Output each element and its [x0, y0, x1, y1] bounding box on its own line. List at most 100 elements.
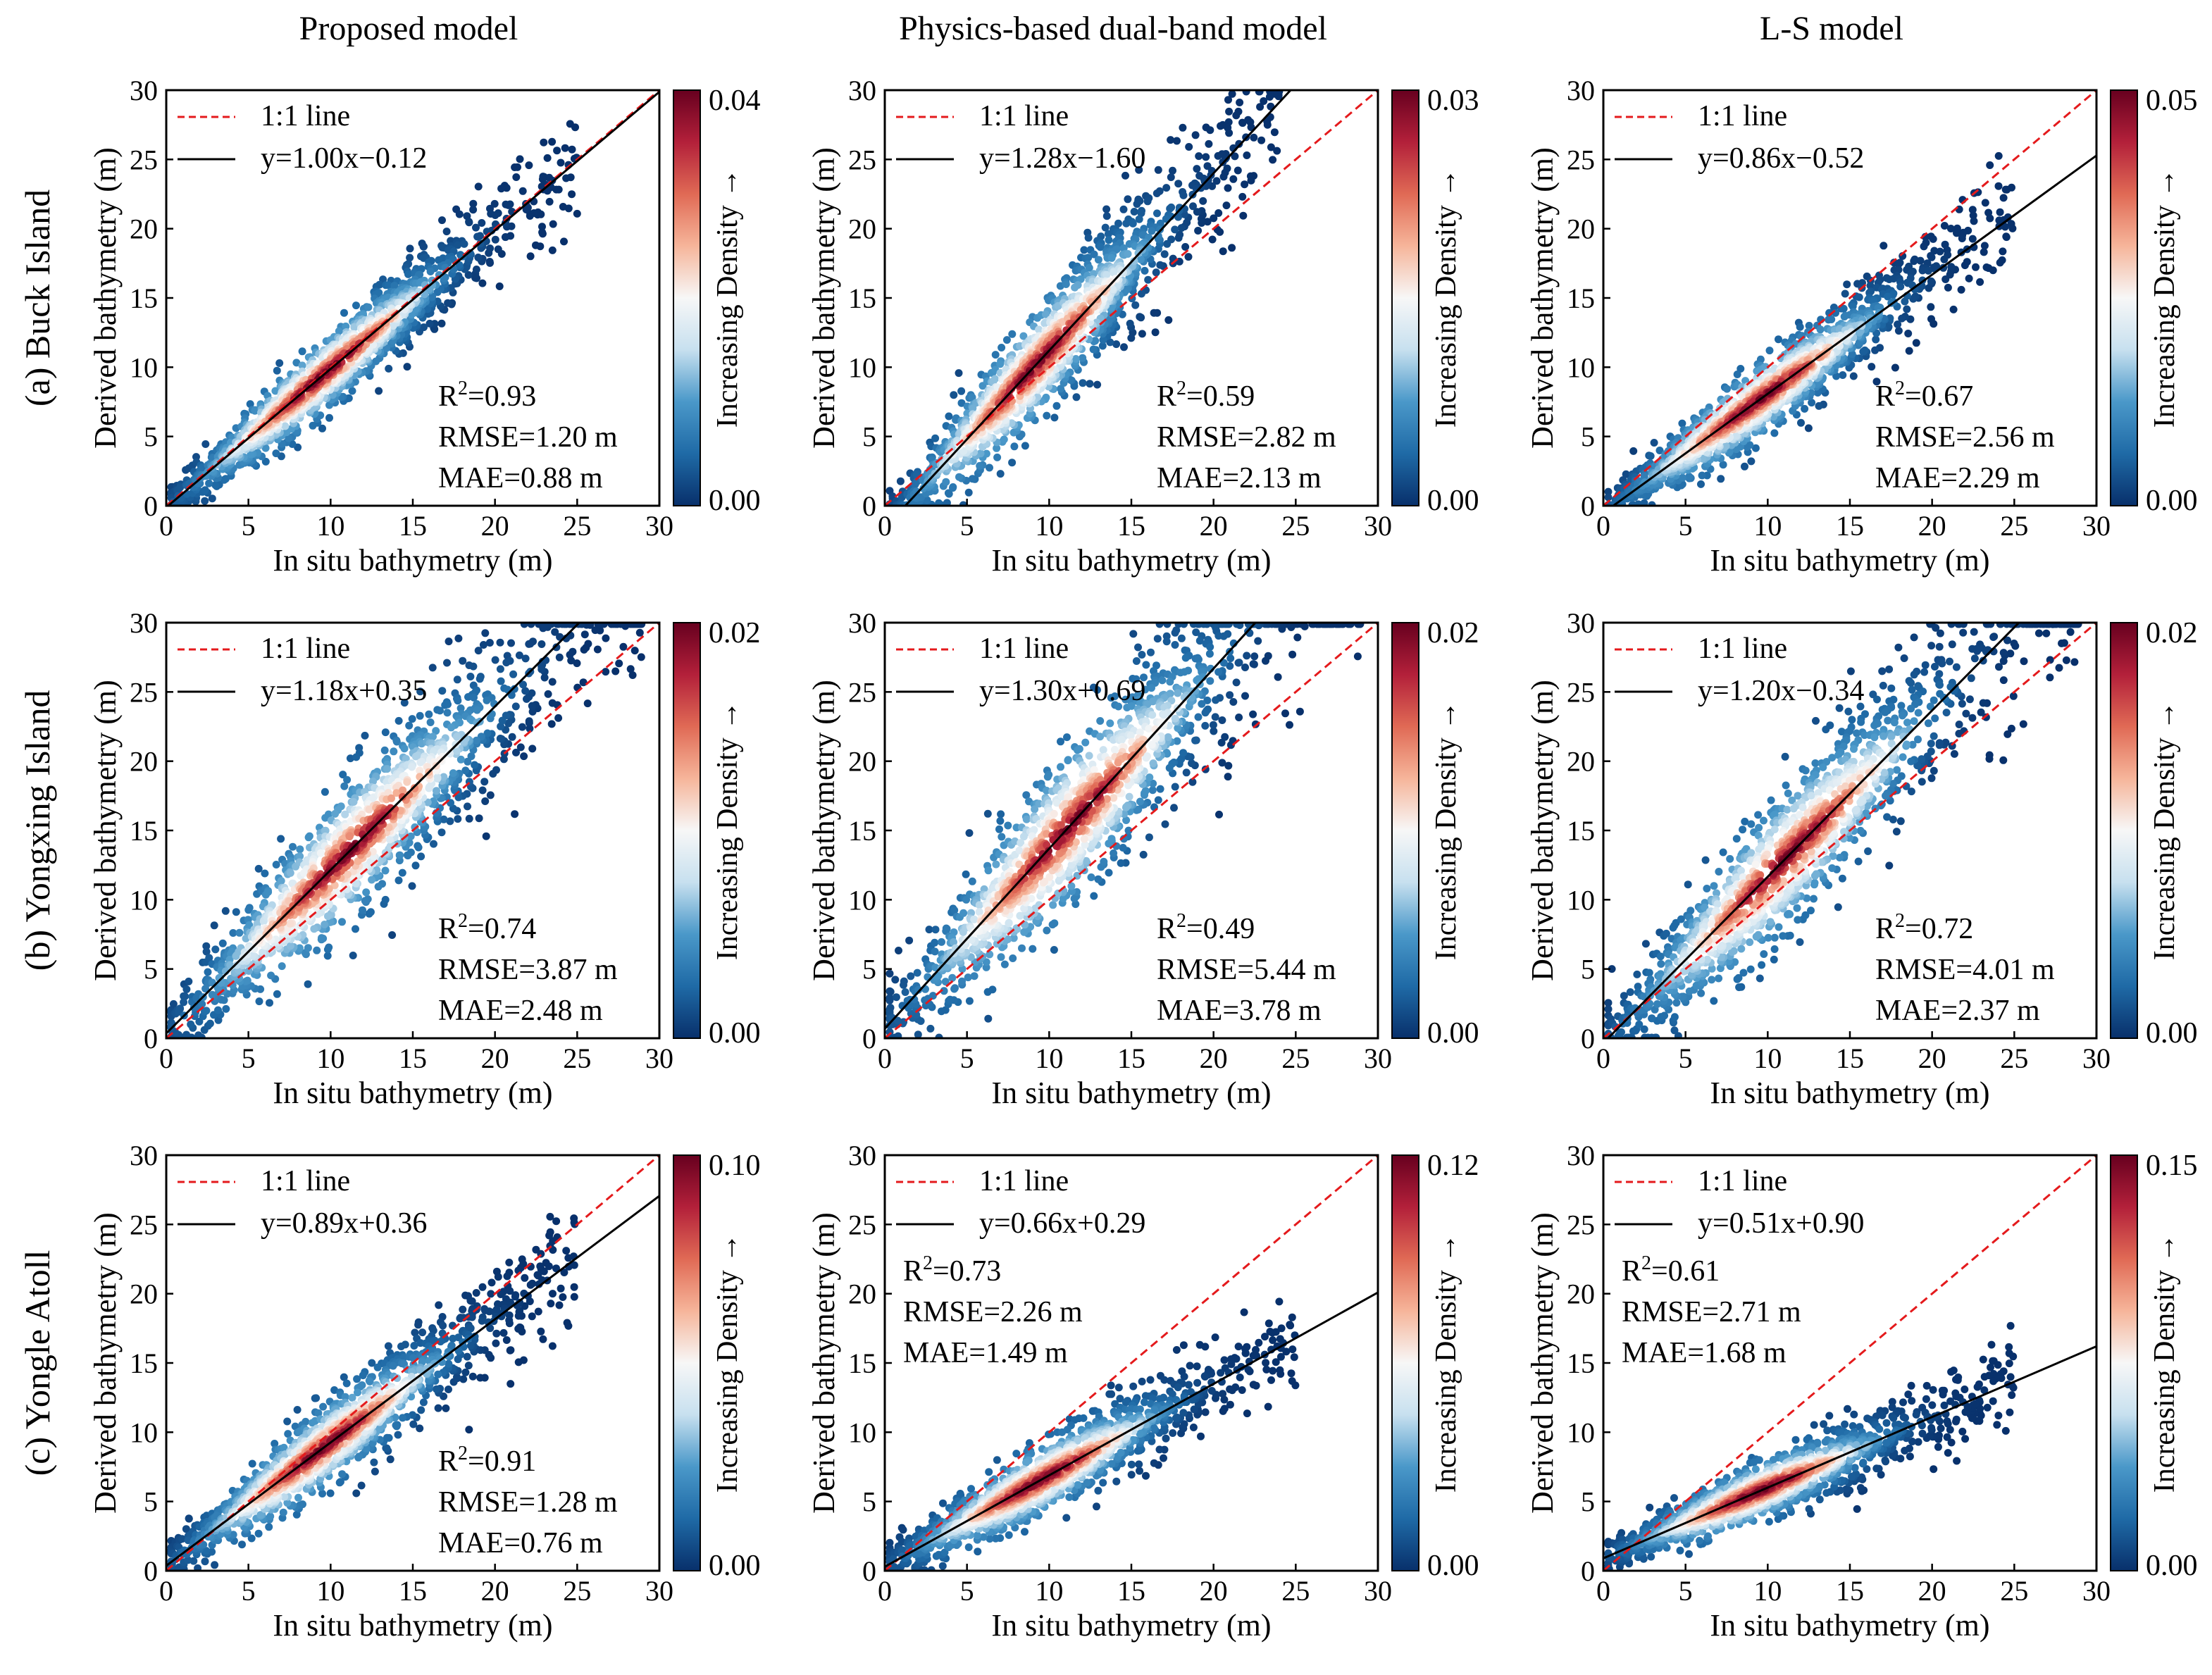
data-point — [219, 940, 227, 947]
data-point — [1192, 131, 1200, 139]
y-tick-label: 15 — [130, 282, 158, 314]
data-point — [1136, 216, 1143, 223]
data-point — [382, 867, 390, 875]
data-point — [1163, 240, 1171, 248]
data-point — [364, 304, 372, 311]
data-point — [478, 280, 486, 287]
data-point — [443, 659, 451, 667]
data-point — [474, 254, 482, 261]
data-point — [546, 198, 554, 206]
data-point — [495, 245, 502, 253]
data-point — [296, 845, 304, 853]
data-point — [1927, 303, 1934, 311]
data-point — [557, 159, 565, 167]
data-point — [957, 387, 965, 395]
data-point — [1958, 286, 1965, 294]
data-point — [1817, 325, 1825, 333]
data-point — [454, 815, 461, 823]
data-point — [454, 675, 461, 683]
data-point — [955, 369, 963, 377]
data-point — [318, 934, 325, 942]
data-point — [965, 489, 973, 497]
data-point — [1120, 206, 1128, 213]
data-point — [466, 815, 473, 823]
y-axis-label: Derived bathymetry (m) — [807, 147, 841, 449]
data-point — [1224, 96, 1232, 104]
data-point — [1053, 402, 1061, 410]
data-point — [976, 462, 983, 470]
data-point — [631, 647, 639, 654]
data-point — [549, 247, 557, 254]
rmse-stat: RMSE=2.82 m — [1157, 421, 1336, 454]
data-point — [305, 833, 313, 841]
x-tick-label: 0 — [1596, 510, 1610, 542]
data-point — [1155, 166, 1162, 174]
data-point — [1775, 335, 1782, 343]
data-point — [299, 347, 306, 355]
data-point — [548, 720, 556, 728]
data-point — [615, 659, 623, 667]
data-point — [214, 1007, 222, 1014]
data-point — [438, 828, 446, 836]
legend-identity-label: 1:1 line — [1698, 100, 1787, 132]
data-point — [553, 147, 561, 154]
data-point — [1152, 268, 1160, 276]
data-point — [1970, 217, 1978, 225]
data-point — [385, 365, 392, 373]
data-point — [1940, 256, 1948, 263]
data-point — [522, 654, 530, 662]
data-point — [538, 640, 545, 648]
data-point — [425, 711, 433, 718]
data-point — [507, 640, 515, 647]
data-point — [492, 656, 499, 664]
data-point — [1148, 227, 1155, 235]
data-point — [1734, 371, 1741, 378]
data-point — [518, 723, 526, 731]
data-point — [1898, 315, 1906, 323]
data-point — [1856, 294, 1863, 301]
data-point — [1102, 206, 1110, 213]
x-tick-label: 10 — [1753, 510, 1782, 542]
x-tick-label: 5 — [1679, 510, 1693, 542]
data-point — [1981, 242, 1989, 249]
data-point — [201, 497, 209, 505]
data-point — [499, 717, 507, 725]
data-point — [2002, 186, 2010, 194]
data-point — [1796, 323, 1804, 331]
data-point — [256, 997, 263, 1005]
data-point — [993, 454, 1001, 461]
data-point — [1103, 212, 1111, 220]
data-point — [1209, 236, 1217, 244]
data-point — [438, 687, 446, 695]
data-point — [1062, 280, 1070, 288]
data-point — [528, 702, 536, 710]
colorbar-max-label: 0.03 — [1427, 85, 1479, 117]
data-point — [1229, 175, 1237, 183]
data-point — [1843, 280, 1851, 288]
data-point — [368, 876, 375, 884]
data-point — [1167, 173, 1175, 181]
y-tick-label: 30 — [1567, 75, 1595, 106]
data-point — [272, 449, 280, 457]
data-point — [509, 733, 516, 741]
y-tick-label: 15 — [848, 282, 876, 314]
data-point — [1174, 180, 1182, 187]
data-point — [204, 969, 212, 976]
data-point — [277, 835, 285, 842]
data-point — [1972, 263, 1980, 271]
data-point — [1267, 144, 1275, 151]
data-point — [382, 896, 390, 904]
data-point — [481, 797, 489, 805]
data-point — [2000, 194, 2008, 201]
data-point — [1225, 108, 1233, 116]
x-tick-label: 25 — [563, 510, 591, 542]
x-tick-label: 30 — [645, 510, 673, 542]
data-point — [1185, 143, 1193, 151]
data-point — [1241, 180, 1248, 188]
data-point — [556, 654, 564, 661]
colorbar-title: Increasing Density → — [712, 168, 744, 428]
data-point — [1136, 313, 1143, 320]
data-point — [1153, 189, 1161, 197]
